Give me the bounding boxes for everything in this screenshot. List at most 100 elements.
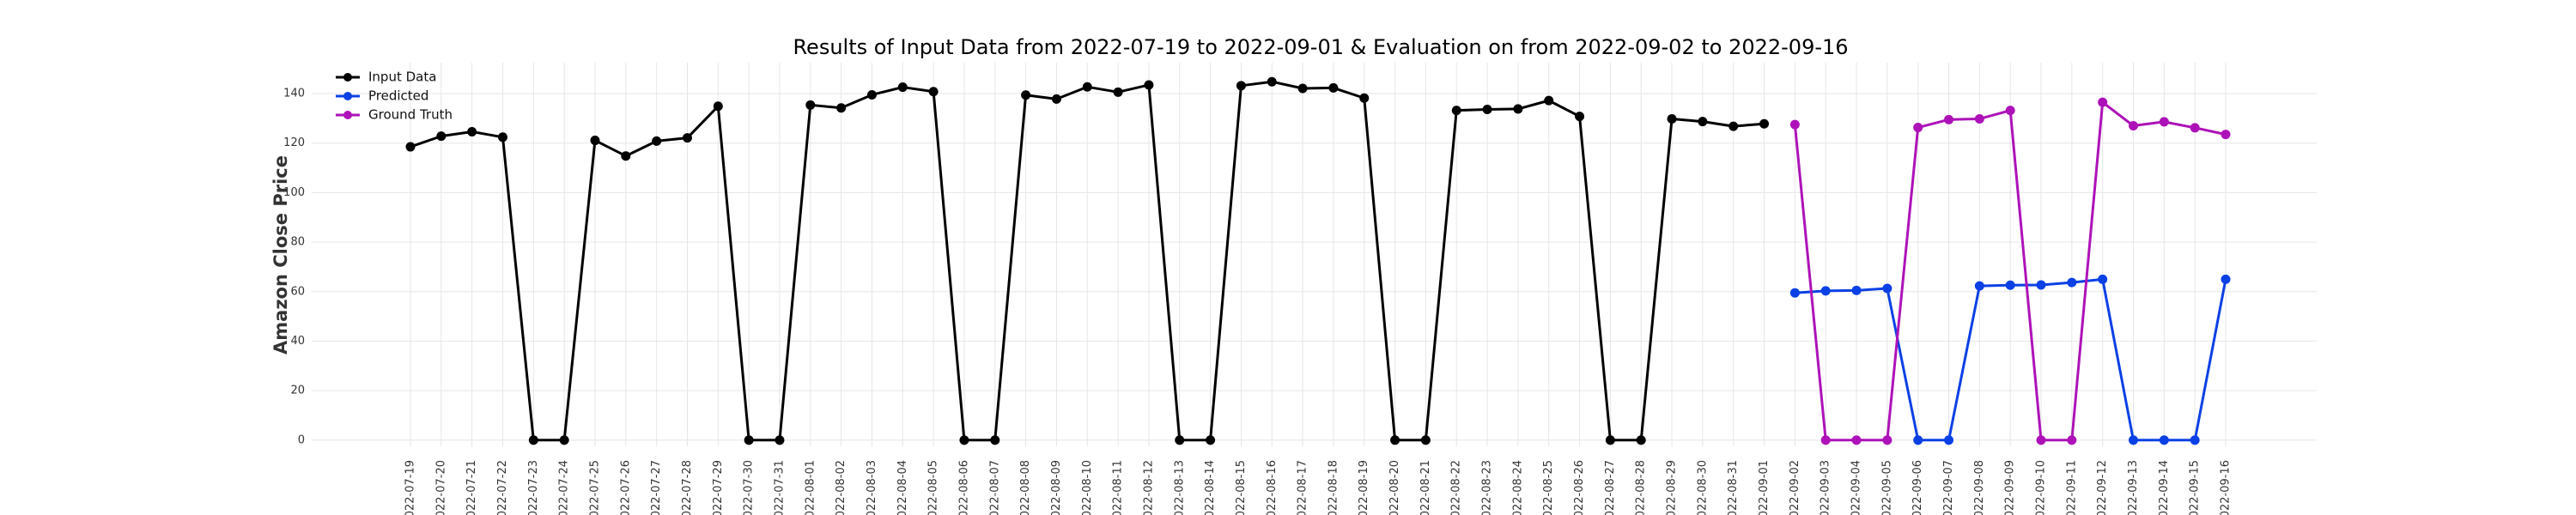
x-tick-label: 2022-08-06 [957, 460, 970, 515]
point [928, 87, 939, 97]
point [621, 151, 631, 161]
x-tick-label: 2022-08-28 [1635, 460, 1648, 515]
x-tick-label: 2022-08-03 [866, 460, 878, 515]
x-tick-label: 2022-07-23 [527, 460, 540, 515]
point [2190, 123, 2200, 133]
point [1728, 121, 1739, 131]
x-tick-label: 2022-08-23 [1481, 460, 1494, 515]
x-tick-label: 2022-08-07 [988, 460, 1001, 515]
x-tick-label: 2022-09-10 [2035, 460, 2048, 515]
point [682, 133, 692, 143]
point [1144, 80, 1154, 90]
point [866, 89, 877, 100]
point [1789, 119, 1800, 130]
point [559, 435, 569, 445]
point [2098, 274, 2108, 284]
x-tick-label: 2022-08-17 [1297, 460, 1309, 515]
x-tick-label: 2022-09-15 [2189, 460, 2202, 515]
point [1236, 81, 1246, 91]
point [1544, 95, 1554, 106]
x-tick-label: 2022-07-21 [465, 460, 478, 515]
x-tick-label: 2022-08-25 [1542, 460, 1555, 515]
x-tick-label: 2022-07-19 [404, 460, 417, 515]
x-tick-label: 2022-07-20 [434, 460, 447, 515]
point [2067, 277, 2077, 288]
point [713, 101, 723, 112]
point [436, 131, 447, 142]
point [590, 136, 600, 146]
x-tick-label: 2022-08-18 [1327, 460, 1340, 515]
x-tick-label: 2022-08-16 [1266, 460, 1279, 515]
x-tick-label: 2022-07-29 [712, 460, 725, 515]
point [897, 82, 908, 93]
x-tick-label: 2022-08-10 [1081, 460, 1094, 515]
y-axis-label: Amazon Close Price [270, 155, 291, 354]
series [1789, 97, 2231, 445]
point [2005, 106, 2015, 116]
point [836, 103, 847, 113]
point [2190, 435, 2200, 445]
x-tick-label: 2022-09-16 [2220, 460, 2233, 515]
point [2036, 435, 2046, 445]
legend-label: Predicted [368, 88, 428, 104]
point [990, 435, 1000, 445]
point [1636, 435, 1646, 445]
legend-label: Ground Truth [368, 107, 453, 123]
x-tick-label: 2022-08-02 [835, 460, 848, 515]
point [1882, 435, 1893, 445]
legend-marker [343, 111, 352, 119]
point [1297, 83, 1308, 94]
x-tick-label: 2022-09-14 [2158, 460, 2171, 515]
x-tick-label: 2022-08-11 [1112, 460, 1125, 515]
x-tick-label: 2022-08-05 [927, 460, 940, 515]
point [805, 100, 816, 110]
point [1605, 435, 1615, 445]
x-tick-label: 2022-09-03 [1820, 460, 1832, 515]
point [1267, 76, 1277, 87]
point [2221, 274, 2231, 284]
point [1482, 105, 1492, 115]
series [1789, 274, 2231, 445]
point [1851, 285, 1862, 295]
x-tick-label: 2022-08-01 [804, 460, 817, 515]
legend-marker [343, 92, 352, 100]
y-tick-label: 0 [298, 433, 305, 446]
point [1974, 281, 1984, 291]
point [1759, 118, 1770, 129]
point [1175, 435, 1185, 445]
x-tick-label: 2022-08-22 [1450, 460, 1463, 515]
y-tick-label: 20 [290, 385, 305, 397]
y-tick-label: 80 [290, 236, 305, 249]
point [744, 435, 754, 445]
x-tick-label: 2022-07-24 [558, 460, 571, 515]
x-tick-label: 2022-08-04 [896, 460, 909, 515]
point [1789, 288, 1800, 298]
point [528, 435, 538, 445]
x-tick-label: 2022-08-13 [1173, 460, 1186, 515]
x-tick-label: 2022-07-30 [743, 460, 756, 515]
point [2129, 435, 2139, 445]
x-tick-label: 2022-08-12 [1142, 460, 1155, 515]
point [2129, 121, 2139, 131]
point [1882, 283, 1893, 294]
point [1420, 435, 1431, 445]
point [1974, 113, 1984, 124]
point [1082, 82, 1092, 92]
x-tick-label: 2022-08-20 [1388, 460, 1401, 515]
x-tick-label: 2022-09-02 [1789, 460, 1801, 515]
point [1851, 435, 1862, 445]
x-tick-label: 2022-09-11 [2065, 460, 2078, 515]
point [497, 132, 507, 142]
x-tick-label: 2022-08-24 [1511, 460, 1524, 515]
point [1667, 113, 1677, 124]
point [1820, 435, 1831, 445]
point [1820, 286, 1831, 296]
x-tick-label: 2022-09-05 [1880, 460, 1893, 515]
point [2159, 435, 2169, 445]
point [2159, 117, 2169, 127]
x-tick-label: 2022-07-27 [650, 460, 663, 515]
point [1913, 435, 1923, 445]
point [1575, 112, 1585, 122]
